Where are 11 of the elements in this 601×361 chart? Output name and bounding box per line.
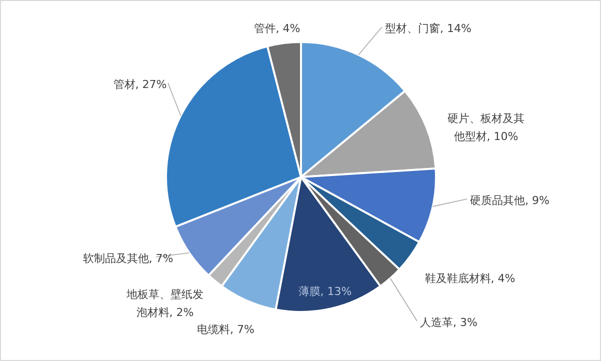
slice-label: 管材, 27% bbox=[113, 78, 167, 91]
slice-label: 人造革, 3% bbox=[420, 316, 478, 329]
slice-label: 硬质品其他, 9% bbox=[470, 194, 550, 207]
slice-label: 型材、门窗, 14% bbox=[385, 22, 472, 35]
slice-label: 管件, 4% bbox=[254, 22, 300, 35]
slice-label: 硬片、板材及其他型材, 10% bbox=[448, 112, 524, 143]
slice-label: 薄膜, 13% bbox=[298, 285, 352, 298]
slice-label: 电缆料, 7% bbox=[197, 323, 254, 336]
slice-label: 软制品及其他, 7% bbox=[82, 252, 174, 265]
slice-label: 地板草、壁纸发泡材料, 2% bbox=[126, 288, 204, 319]
slice-label: 鞋及鞋底材料, 4% bbox=[424, 272, 516, 285]
